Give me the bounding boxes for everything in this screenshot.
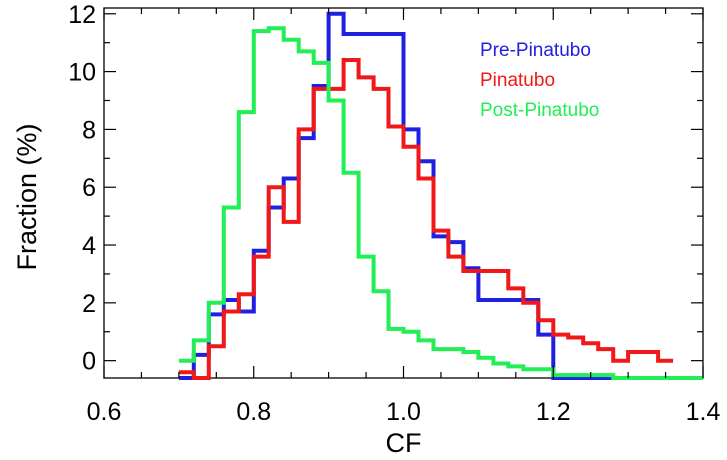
y-axis-title: Fraction (%) [12, 123, 42, 270]
x-axis-title: CF [386, 428, 422, 458]
y-tick-label: 2 [82, 290, 96, 318]
y-tick-label: 8 [82, 116, 96, 144]
series-line-pinatubo [178, 58, 674, 380]
series-line-post-pinatubo [178, 26, 703, 380]
legend-entry: Pre-Pinatubo [480, 40, 591, 61]
x-axis: 0.6 0.8 1.0 1.2 1.4 [87, 8, 721, 426]
x-tick-label: 0.8 [236, 398, 271, 426]
x-tick-label: 0.6 [87, 398, 122, 426]
series-layer [178, 11, 703, 380]
legend-entry: Post-Pinatubo [480, 100, 599, 121]
y-tick-label: 0 [82, 348, 96, 376]
y-axis: 0 2 4 6 8 10 12 [68, 1, 703, 376]
y-tick-label: 4 [82, 232, 96, 260]
legend: Pre-Pinatubo Pinatubo Post-Pinatubo [480, 40, 599, 121]
y-tick-label: 12 [68, 1, 96, 29]
x-tick-label: 1.0 [386, 398, 421, 426]
legend-entry: Pinatubo [480, 70, 555, 91]
x-tick-label: 1.4 [686, 398, 721, 426]
x-tick-label: 1.2 [536, 398, 571, 426]
series-line-pre-pinatubo [178, 11, 674, 380]
y-tick-label: 10 [68, 59, 96, 87]
y-tick-label: 6 [82, 174, 96, 202]
